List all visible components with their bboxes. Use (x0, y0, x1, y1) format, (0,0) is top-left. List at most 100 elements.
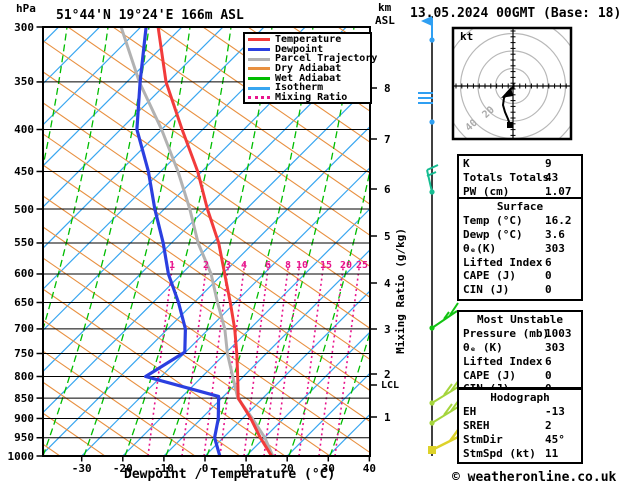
legend-swatch-isotherm (248, 86, 270, 90)
row-label: StmDir (463, 432, 503, 446)
temp-tick-label: -20 (112, 462, 133, 475)
row-value: 303 (545, 340, 565, 354)
wind-barb (426, 164, 439, 195)
row-value: 6 (545, 255, 552, 269)
lcl-label: LCL (381, 380, 400, 391)
table-row: CAPE (J) 0 (459, 269, 581, 283)
legend-swatch-dry-adiabat (248, 67, 270, 71)
legend-label: Mixing Ratio (275, 91, 348, 103)
row-value: 43 (545, 170, 559, 184)
legend-label: Dewpoint (275, 43, 324, 55)
row-value: 1.07 (545, 184, 572, 198)
temp-tick-label: 0 (201, 462, 209, 475)
mixing-ratio-axis-title: Mixing Ratio (g/kg) (394, 228, 407, 354)
temp-tick-label: -30 (71, 462, 92, 475)
table-row: PW (cm) 1.07 (459, 185, 581, 199)
pressure-tick-label: 500 (14, 202, 34, 216)
mixing-ratio-value-label: 25 (356, 260, 369, 271)
stats-box-most-unstable: Most Unstable Pressure (mb) 1003 θₑ (K) 303 L… (457, 310, 583, 395)
row-value: 16.2 (545, 213, 572, 227)
legend-swatch-parcel-trajectory (248, 57, 270, 61)
legend-entry: Temperature (248, 33, 370, 45)
series-dewpoint (135, 28, 222, 455)
pressure-tick-label: 750 (14, 346, 34, 360)
row-value: 0 (545, 269, 552, 283)
mixing-ratio-value-label: 15 (320, 260, 333, 271)
mixing-ratio-value-label: 8 (285, 260, 292, 271)
row-value: 1003 (545, 326, 572, 340)
row-label: SREH (463, 418, 490, 432)
table-row: CIN (J) 0 (459, 283, 581, 297)
km-tick-label: 5 (384, 229, 391, 243)
row-label: θₑ(K) (463, 241, 497, 255)
legend-label: Wet Adiabat (275, 72, 342, 84)
pressure-tick-label: 350 (14, 75, 34, 89)
legend-box: Temperature Dewpoint Parcel Trajectory Dry … (243, 32, 377, 104)
pressure-tick-label: 850 (14, 391, 34, 405)
mixing-ratio-value-label: 20 (340, 260, 353, 271)
legend-label: Parcel Trajectory (275, 53, 378, 65)
pressure-tick-label: 1000 (7, 449, 35, 463)
stats-box-title: Hodograph (490, 391, 550, 404)
legend-swatch-temperature (248, 38, 270, 42)
credit-footer: © weatheronline.co.uk (452, 470, 617, 485)
km-tick-label: 3 (384, 322, 391, 336)
km-tick-label: 1 (384, 410, 391, 424)
row-label: CAPE (J) (463, 368, 516, 382)
mixing-ratio-value-label: 1 (169, 260, 176, 271)
altitude-unit-asl: ASL (375, 14, 395, 27)
legend-label: Temperature (275, 33, 342, 45)
x-axis-title: Dewpoint / Temperature (°C) (124, 467, 336, 482)
table-row: θₑ (K) 303 (459, 341, 581, 355)
row-label: Lifted Index (463, 354, 543, 368)
row-value: 2 (545, 418, 552, 432)
pressure-unit-label: hPa (16, 2, 36, 15)
legend-swatch-wet-adiabat (248, 77, 270, 81)
row-label: Lifted Index (463, 255, 543, 269)
mixing-ratio-value-label: 3 (225, 260, 232, 271)
pressure-tick-label: 450 (14, 164, 34, 178)
row-value: 3.6 (545, 227, 565, 241)
km-tick-label: 8 (384, 81, 391, 95)
table-row: SREH 2 (459, 419, 581, 433)
km-tick-label: 4 (384, 276, 391, 290)
wind-barb (421, 16, 435, 43)
hodograph-unit-label: kt (460, 30, 474, 43)
mixing-ratio-value-label: 6 (265, 260, 272, 271)
legend-entry: Dry Adiabat (248, 62, 370, 74)
pressure-tick-label: 600 (14, 267, 34, 281)
table-row: Temp (°C) 16.2 (459, 214, 581, 228)
pressure-tick-label: 300 (14, 20, 34, 34)
table-row: Lifted Index 6 (459, 355, 581, 369)
row-label: CIN (J) (463, 283, 510, 297)
temp-tick-label: 20 (280, 462, 294, 475)
row-value: 45° (545, 432, 565, 446)
legend-swatch-mixing-ratio (248, 96, 270, 100)
row-label: K (463, 157, 470, 170)
row-value: 303 (545, 241, 565, 255)
table-row: StmDir 45° (459, 433, 581, 447)
mixing-ratio-value-label: 4 (241, 260, 248, 271)
row-label: CAPE (J) (463, 269, 516, 283)
legend-entry: Isotherm (248, 83, 370, 93)
stats-box-title: Most Unstable (476, 313, 564, 326)
stats-box-title: Surface (496, 200, 544, 213)
wind-barb (429, 379, 460, 406)
row-label: PW (cm) (463, 184, 510, 198)
pressure-tick-label: 800 (14, 369, 34, 383)
table-row: θₑ(K) 303 (459, 242, 581, 256)
row-value: 6 (545, 354, 552, 368)
legend-label: Dry Adiabat (275, 62, 342, 74)
row-value: 11 (545, 446, 559, 460)
pressure-tick-label: 700 (14, 322, 34, 336)
row-label: Dewp (°C) (463, 227, 523, 241)
table-row: Pressure (mb) 1003 (459, 327, 581, 341)
km-tick-label: 6 (384, 182, 391, 196)
temp-tick-label: 40 (362, 462, 377, 475)
pressure-tick-label: 550 (14, 236, 34, 250)
wind-barb (429, 302, 459, 331)
temp-tick-label: 30 (321, 462, 335, 475)
station-title: 51°44'N 19°24'E 166m ASL (56, 8, 244, 23)
